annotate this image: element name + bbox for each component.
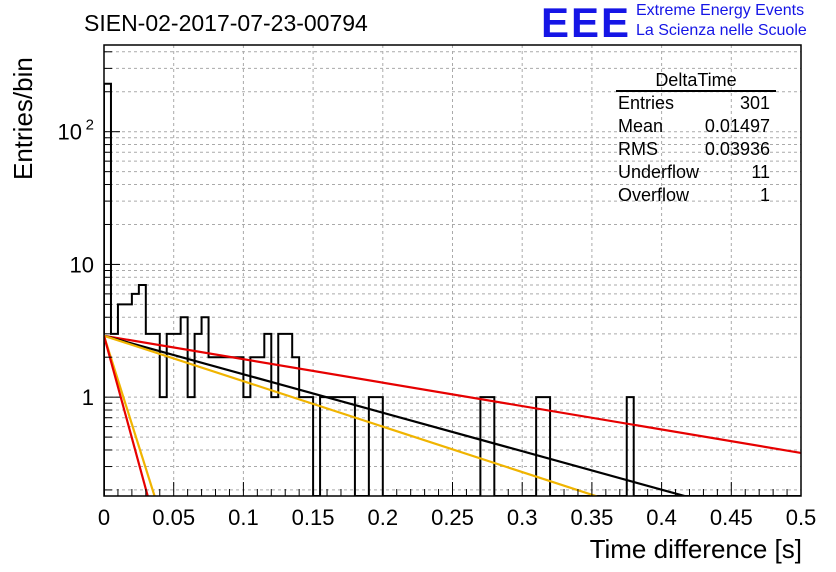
- stats-value: 0.03936: [704, 139, 770, 159]
- stats-row: RMS 0.03936: [610, 138, 780, 161]
- stats-value: 1: [759, 185, 770, 205]
- stats-value: 11: [751, 162, 770, 182]
- logo-subtitle-2: La Scienza nelle Scuole: [636, 22, 807, 39]
- x-tick-label: 0.2: [368, 505, 399, 530]
- x-tick-label: 0.35: [570, 505, 613, 530]
- y-axis-label: Entries/bin: [8, 57, 38, 180]
- x-tick-label: 0.15: [292, 505, 335, 530]
- x-tick-label: 0.25: [431, 505, 474, 530]
- y-tick-label: 10: [58, 120, 82, 145]
- stats-label: Mean: [618, 116, 664, 136]
- fit-line-2: [104, 334, 600, 496]
- stats-box: DeltaTime Entries 301 Mean 0.01497 RMS 0.03…: [610, 70, 780, 207]
- stats-value: 0.01497: [704, 116, 770, 136]
- stats-row: Underflow 11: [610, 161, 780, 184]
- x-tick-label: 0: [98, 505, 110, 530]
- logo-subtitle-1: Extreme Energy Events: [636, 2, 805, 19]
- x-axis-label: Time difference [s]: [589, 534, 802, 564]
- histogram-series: [104, 82, 801, 496]
- x-tick-label: 0.5: [786, 505, 817, 530]
- fit-line-0: [104, 334, 801, 455]
- fit-line-3: [104, 335, 156, 496]
- fit-line-4: [104, 335, 149, 496]
- x-tick-label: 0.3: [507, 505, 538, 530]
- y-tick-label: 10: [70, 252, 94, 277]
- stats-row: Mean 0.01497: [610, 115, 780, 138]
- stats-value: 301: [739, 93, 770, 113]
- fit-line-1: [104, 334, 689, 496]
- histogram-title: SIEN-02-2017-07-23-00794: [84, 10, 368, 36]
- y-tick-exponent: 2: [86, 117, 94, 134]
- x-tick-label: 0.05: [152, 505, 195, 530]
- x-tick-label: 0.45: [710, 505, 753, 530]
- y-tick-label: 1: [82, 385, 94, 410]
- stats-row: Overflow 1: [610, 184, 780, 207]
- stats-label: Entries: [618, 93, 675, 113]
- x-tick-label: 0.1: [228, 505, 259, 530]
- stats-name: DeltaTime: [616, 70, 776, 92]
- stats-label: RMS: [618, 139, 658, 159]
- x-tick-label: 0.4: [646, 505, 677, 530]
- eee-logo: EEE: [541, 0, 632, 46]
- stats-label: Overflow: [618, 185, 690, 205]
- stats-row: Entries 301: [610, 92, 780, 115]
- stats-label: Underflow: [618, 162, 700, 182]
